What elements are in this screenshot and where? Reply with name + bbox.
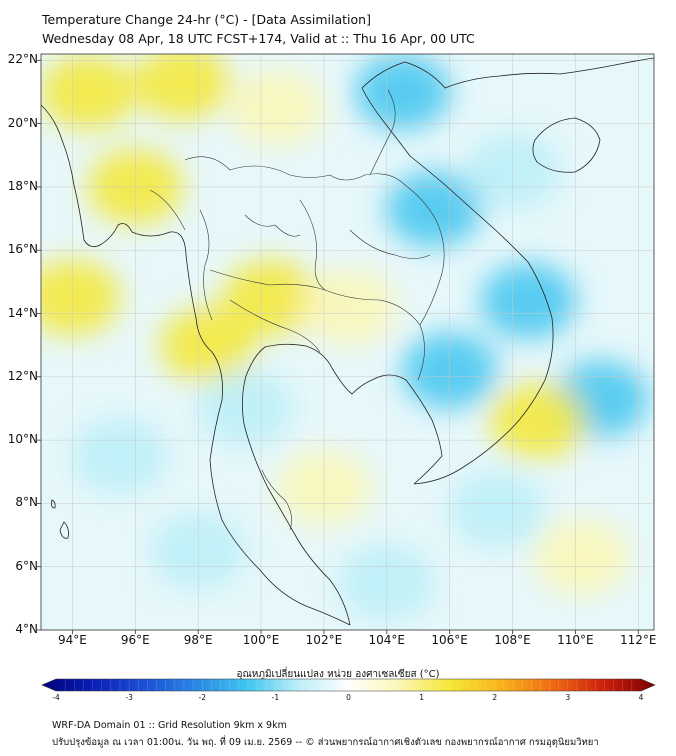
anomaly-blob (385, 171, 482, 248)
anomaly-blob (41, 259, 121, 336)
lat-label: 18°N (7, 178, 38, 193)
lon-label: 112°E (620, 633, 657, 647)
colorbar-tick-label: 4 (638, 693, 644, 702)
colorbar-tick-label: 1 (419, 693, 425, 702)
anomaly-blob (41, 54, 137, 130)
map-subtitle: Wednesday 08 Apr, 18 UTC FCST+174, Valid… (42, 31, 475, 46)
anomaly-blob (480, 262, 577, 339)
axis-ticks (37, 59, 639, 634)
lon-label: 110°E (557, 633, 594, 647)
footer-credits: ปรับปรุงข้อมูล ณ เวลา 01:00น. วัน พฤ. ที… (52, 737, 599, 748)
graticule (41, 54, 654, 630)
colorbar-title: อุณหภูมิเปลี่ยนแปลง หน่วย องศาเซลเซียส (… (236, 669, 440, 680)
lat-label: 8°N (15, 495, 38, 510)
lon-label: 104°E (368, 633, 406, 647)
coastlines (41, 57, 654, 626)
lon-label: 94°E (57, 633, 87, 647)
lat-label: 16°N (7, 242, 38, 257)
anomaly-blob (301, 269, 398, 346)
anomaly-blob (134, 54, 231, 121)
anomaly-blob (533, 519, 630, 596)
colorbar-tick-label: 0 (346, 693, 351, 702)
anomaly-blob (222, 259, 319, 336)
lat-label: 4°N (15, 622, 38, 636)
lon-label: 102°E (305, 633, 343, 647)
lon-label: 98°E (183, 633, 213, 647)
map-frame (40, 53, 655, 631)
colorbar-tick-label: -3 (125, 693, 133, 702)
country-borders (149, 89, 445, 531)
colorbar-tick-label: -4 (52, 693, 60, 702)
lat-label: 20°N (7, 115, 38, 130)
anomaly-blob (197, 370, 294, 447)
colorbar-tick-label: -2 (198, 693, 206, 702)
lat-label: 22°N (7, 52, 38, 67)
lon-label: 96°E (120, 633, 150, 647)
anomaly-blob (354, 54, 451, 130)
anomaly-blob (489, 383, 586, 460)
lat-label: 6°N (15, 558, 38, 573)
lon-label: 108°E (494, 633, 531, 647)
lon-label: 100°E (242, 633, 280, 647)
lat-label: 12°N (7, 368, 38, 383)
map-title: Temperature Change 24-hr (°C) - [Data As… (42, 12, 371, 27)
colorbar-tick-label: 2 (492, 693, 498, 702)
lon-label: 106°E (431, 633, 468, 647)
anomaly-blob (448, 471, 545, 548)
colorbar-tick-label: 3 (565, 693, 571, 702)
lat-label: 10°N (7, 432, 38, 447)
anomaly-blob (228, 69, 325, 146)
temperature-change-map (37, 53, 655, 634)
anomaly-blob (71, 417, 168, 494)
lat-label: 14°N (7, 305, 38, 320)
anomaly-blob (159, 307, 256, 384)
colorbar-tick-label: -1 (271, 693, 280, 702)
footer-model-info: WRF-DA Domain 01 :: Grid Resolution 9km … (52, 720, 287, 731)
